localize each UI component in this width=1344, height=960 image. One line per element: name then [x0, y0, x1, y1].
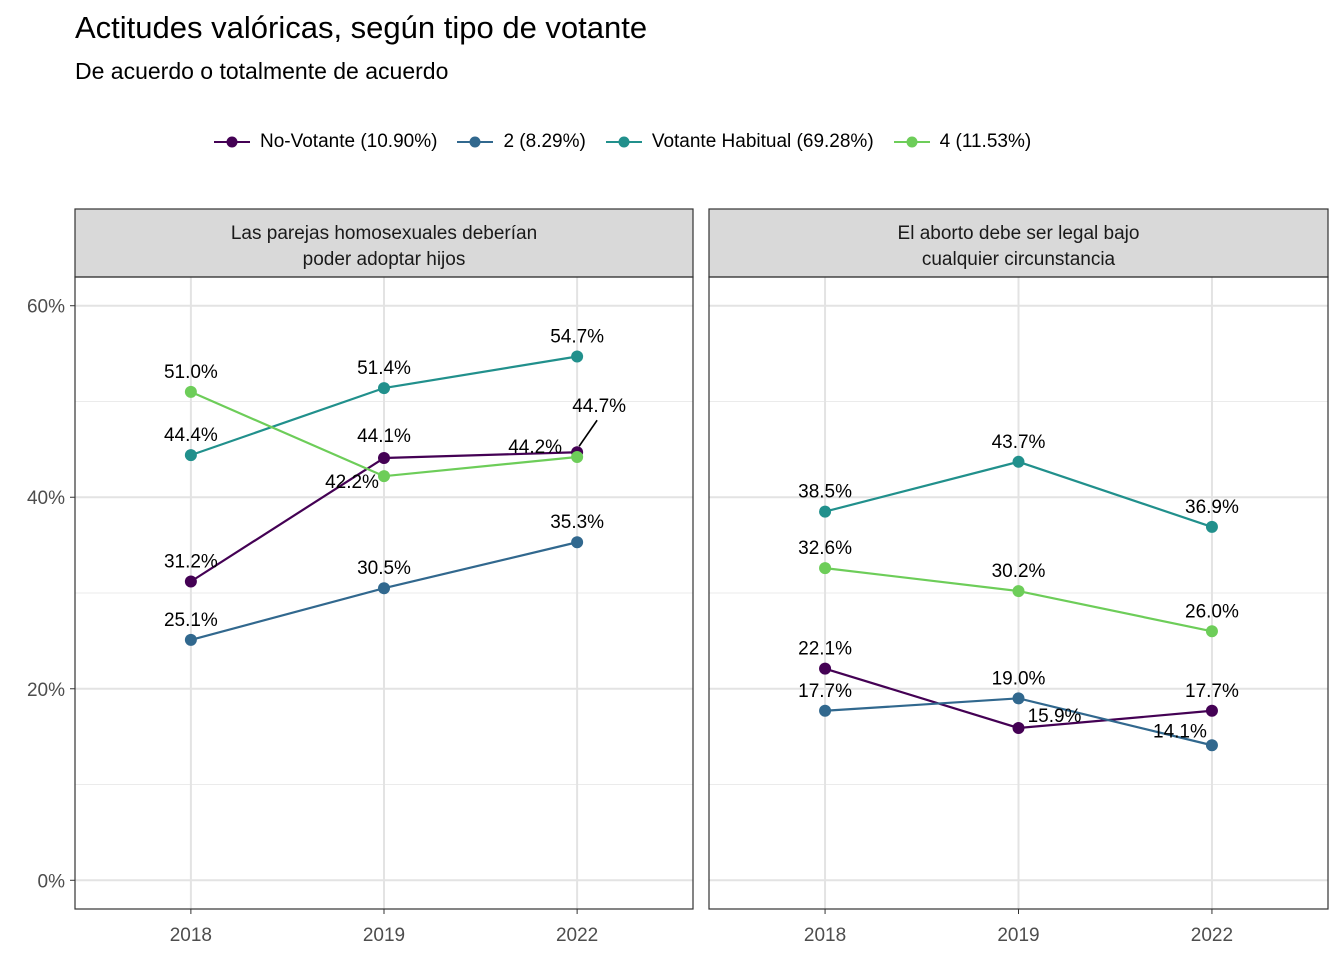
x-tick-label: 2019 — [997, 925, 1039, 946]
y-tick-label: 60% — [27, 297, 65, 318]
data-label-2-8-29: 14.1% — [1153, 721, 1207, 742]
data-point-4-11-53 — [1205, 625, 1218, 638]
legend-label-4: 4 (11.53%) — [939, 131, 1032, 152]
y-tick-label: 40% — [27, 488, 65, 509]
facet-title: El aborto debe ser legal bajo — [898, 223, 1140, 244]
data-point-votante-habitual-69-28 — [184, 449, 197, 462]
data-point-4-11-53 — [184, 385, 197, 398]
data-label-no-votante-10-90: 44.1% — [357, 426, 411, 447]
data-label-no-votante-10-90: 31.2% — [164, 552, 218, 573]
data-point-no-votante-10-90 — [1012, 722, 1025, 735]
data-point-2-8-29 — [184, 633, 197, 646]
panel-border — [708, 276, 1329, 910]
data-point-no-votante-10-90 — [184, 575, 197, 588]
data-label-no-votante-10-90: 44.7% — [572, 396, 626, 417]
data-point-2-8-29 — [571, 536, 584, 549]
label-leader-line — [578, 419, 598, 447]
data-label-2-8-29: 35.3% — [550, 512, 604, 533]
data-label-2-8-29: 25.1% — [164, 610, 218, 631]
data-label-2-8-29: 30.5% — [357, 558, 411, 579]
data-label-votante-habitual-69-28: 43.7% — [992, 432, 1046, 453]
data-label-2-8-29: 17.7% — [798, 681, 852, 702]
legend-item-no-votante: No-Votante (10.90%) — [212, 131, 437, 153]
data-label-no-votante-10-90: 17.7% — [1185, 681, 1239, 702]
data-point-4-11-53 — [819, 562, 832, 575]
legend-label-votante-habitual: Votante Habitual (69.28%) — [651, 131, 874, 152]
legend: No-Votante (10.90%) 2 (8.29%) Votante Ha… — [212, 126, 1031, 158]
data-label-4-11-53: 26.0% — [1185, 601, 1239, 622]
x-tick-label: 2022 — [556, 925, 598, 946]
data-label-no-votante-10-90: 15.9% — [1028, 706, 1082, 727]
legend-key-votante-habitual — [605, 136, 642, 148]
data-point-4-11-53 — [378, 470, 390, 483]
data-label-votante-habitual-69-28: 38.5% — [798, 482, 852, 503]
data-label-4-11-53: 42.2% — [325, 472, 379, 493]
data-point-2-8-29 — [1012, 692, 1025, 705]
data-point-2-8-29 — [819, 704, 832, 717]
data-label-4-11-53: 30.2% — [992, 561, 1046, 582]
x-tick-label: 2018 — [170, 925, 212, 946]
data-label-4-11-53: 44.2% — [508, 437, 562, 458]
data-point-4-11-53 — [571, 451, 584, 464]
chart-title: Actitudes valóricas, según tipo de votan… — [75, 10, 648, 45]
x-tick-label: 2019 — [363, 925, 405, 946]
facet-title: cualquier circunstancia — [922, 249, 1116, 270]
data-point-votante-habitual-69-28 — [1012, 455, 1025, 468]
data-label-4-11-53: 32.6% — [798, 538, 852, 559]
facet-title: poder adoptar hijos — [303, 249, 466, 270]
data-point-2-8-29 — [1205, 739, 1218, 752]
legend-key-4 — [893, 136, 930, 148]
x-tick-label: 2022 — [1191, 925, 1233, 946]
legend-label-no-votante: No-Votante (10.90%) — [260, 131, 438, 152]
data-point-votante-habitual-69-28 — [819, 505, 832, 518]
facet-strip — [74, 208, 694, 278]
data-point-votante-habitual-69-28 — [571, 350, 584, 363]
data-point-votante-habitual-69-28 — [378, 382, 390, 395]
legend-item-4: 4 (11.53%) — [892, 131, 1032, 153]
data-point-no-votante-10-90 — [378, 451, 390, 464]
panel-border — [74, 276, 694, 910]
legend-label-2: 2 (8.29%) — [503, 131, 586, 152]
legend-item-2: 2 (8.29%) — [455, 131, 586, 153]
chart-subtitle: De acuerdo o totalmente de acuerdo — [75, 58, 449, 84]
legend-key-2 — [457, 136, 494, 148]
data-label-votante-habitual-69-28: 36.9% — [1185, 497, 1239, 518]
facet-title: Las parejas homosexuales deberían — [231, 223, 537, 244]
data-point-votante-habitual-69-28 — [1205, 520, 1218, 533]
legend-item-votante-habitual: Votante Habitual (69.28%) — [604, 131, 874, 153]
data-label-votante-habitual-69-28: 54.7% — [550, 326, 604, 347]
x-tick-label: 2018 — [804, 925, 846, 946]
data-point-4-11-53 — [1012, 585, 1025, 598]
y-tick-label: 0% — [38, 871, 66, 892]
data-label-votante-habitual-69-28: 44.4% — [164, 425, 218, 446]
data-point-2-8-29 — [378, 582, 390, 595]
data-label-votante-habitual-69-28: 51.4% — [357, 358, 411, 379]
legend-key-no-votante — [214, 136, 250, 148]
data-label-no-votante-10-90: 22.1% — [798, 639, 852, 660]
y-tick-label: 20% — [27, 680, 65, 701]
data-label-2-8-29: 19.0% — [992, 668, 1046, 689]
data-point-no-votante-10-90 — [819, 662, 832, 675]
facet-strip — [708, 208, 1329, 278]
data-point-no-votante-10-90 — [1205, 704, 1218, 717]
data-label-4-11-53: 51.0% — [164, 362, 218, 383]
